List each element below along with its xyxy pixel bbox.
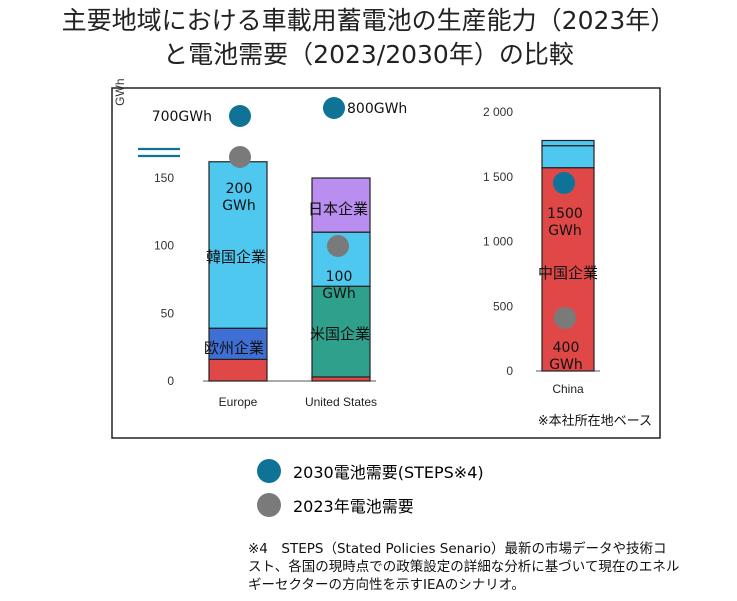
bar-segment (541, 139, 595, 147)
demand-2030-label: 1500 GWh (547, 206, 583, 239)
left-ytick-label: 100 (154, 239, 174, 253)
footnote-line2: スト、各国の現時点での政策設定の詳細な分析に基づいて現在のエネル (248, 559, 680, 575)
segment-label: 韓国企業 (206, 248, 266, 266)
demand-2030-label: 800GWh (347, 101, 407, 117)
legend-item-2030: 2030電池需要(STEPS※4) (257, 457, 484, 485)
chart-title-line1: 主要地域における車載用蓄電池の生産能力（2023年） (61, 6, 676, 35)
footnote-line3: ギーセクターの方向性を示すIEAのシナリオ。 (248, 577, 525, 593)
segment-label: 日本企業 (308, 200, 368, 218)
x-tick-label: United States (305, 395, 377, 409)
left-chart: 0 50 100 150 GWh Europe United States 700GWh 800… (113, 78, 407, 409)
left-ytick-label: 0 (167, 374, 174, 388)
demand-2023-marker (327, 235, 349, 257)
legend-label-2023: 2023年電池需要 (293, 497, 414, 516)
segment-label: 欧州企業 (204, 339, 264, 357)
right-ytick-label: 500 (493, 299, 513, 313)
demand-2030-label: 700GWh (152, 109, 212, 125)
right-ytick-label: 2 000 (483, 105, 513, 119)
right-ytick-label: 1 500 (483, 170, 513, 184)
right-chart: 0 500 1 000 1 500 2 000 China 1500 GWh 400 GWh 中国企… (483, 105, 652, 429)
legend-item-2023: 2023年電池需要 (257, 491, 414, 519)
footnote-line1: ※4 STEPS（Stated Policies Senario）最新の市場デー… (248, 541, 667, 557)
bar-segment (208, 161, 268, 329)
footnote-note: ※本社所在地ベース (538, 413, 652, 429)
demand-2030-marker (553, 172, 575, 194)
bar-segment (541, 145, 595, 169)
bar-segment (208, 358, 268, 382)
segment-label: 中国企業 (538, 264, 598, 282)
left-ytick-label: 150 (154, 171, 174, 185)
legend-marker-2030 (257, 459, 281, 483)
demand-2030-marker (323, 97, 345, 119)
bar-segment (311, 376, 371, 382)
bar-segment (311, 177, 371, 233)
left-ytick-label: 50 (161, 306, 175, 320)
chart-title-line2: と電池需要（2023/2030年）の比較 (163, 40, 574, 69)
demand-2030-marker (229, 105, 251, 127)
bar-segment (311, 285, 371, 378)
demand-2023-marker (229, 146, 251, 168)
bar-segment (541, 167, 595, 372)
demand-2023-label: 100 GWh (322, 269, 356, 302)
right-ytick-label: 0 (506, 364, 513, 378)
left-y-axis-label: GWh (113, 78, 127, 105)
right-ytick-label: 1 000 (483, 235, 513, 249)
bar-segment (208, 327, 268, 360)
demand-2023-label: 200 GWh (222, 181, 256, 214)
legend-label-2030: 2030電池需要(STEPS※4) (293, 463, 484, 482)
demand-2023-marker (554, 307, 576, 329)
legend-marker-2023 (257, 493, 281, 517)
x-tick-label: China (552, 382, 584, 396)
segment-label: 米国企業 (310, 325, 370, 343)
demand-2023-label: 400 GWh (549, 340, 583, 373)
x-tick-label: Europe (219, 395, 258, 409)
